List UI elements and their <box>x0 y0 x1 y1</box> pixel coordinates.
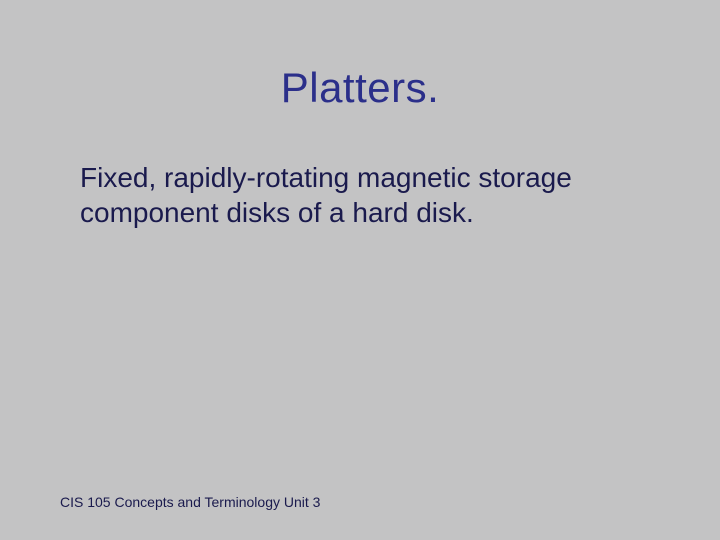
slide-title: Platters. <box>0 64 720 112</box>
slide-footer: CIS 105 Concepts and Terminology Unit 3 <box>60 494 320 510</box>
slide: Platters. Fixed, rapidly-rotating magnet… <box>0 0 720 540</box>
slide-body-text: Fixed, rapidly-rotating magnetic storage… <box>80 160 660 230</box>
